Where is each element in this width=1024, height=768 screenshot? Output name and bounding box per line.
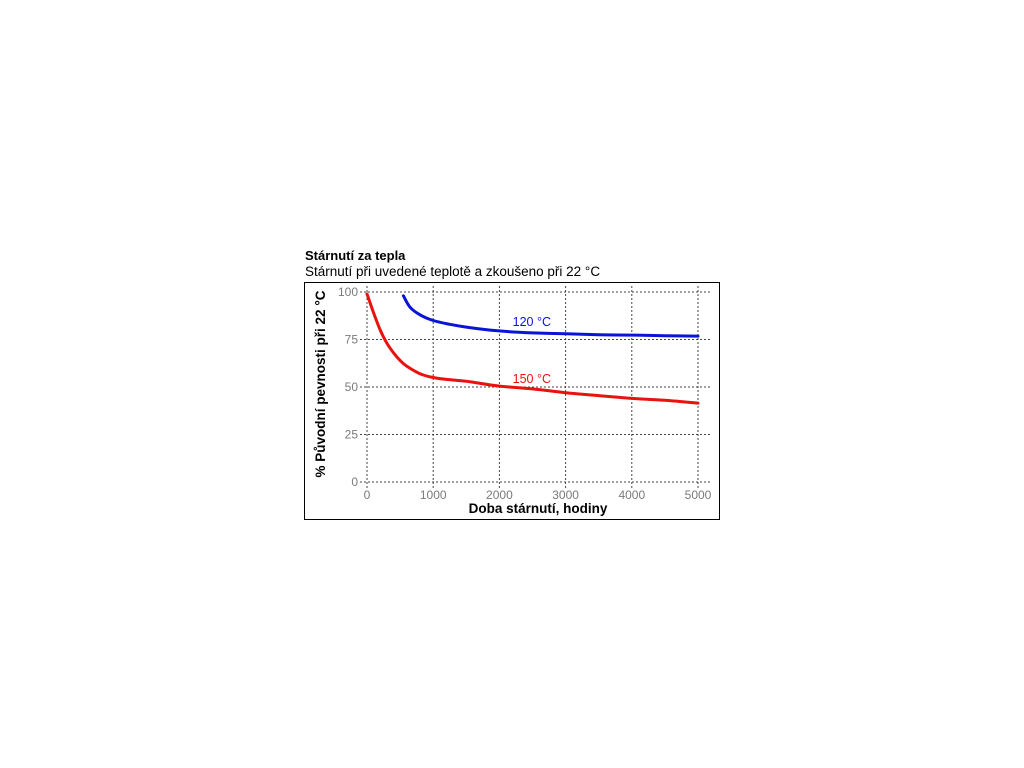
y-tick-label: 100 bbox=[338, 285, 358, 299]
y-tick-label: 25 bbox=[345, 428, 359, 442]
y-tick-label: 0 bbox=[351, 475, 358, 489]
series-lines: 120 °C 150 °C bbox=[365, 292, 700, 405]
y-tick-label: 75 bbox=[345, 333, 359, 347]
series-label: 120 °C bbox=[513, 315, 551, 329]
x-tick-label: 4000 bbox=[618, 488, 645, 502]
x-tick-label: 1000 bbox=[420, 488, 447, 502]
chart-frame bbox=[304, 282, 720, 520]
chart-subtitle: Stárnutí při uvedené teplotě a zkoušeno … bbox=[305, 264, 601, 279]
series-line bbox=[365, 292, 700, 405]
grid-lines bbox=[360, 286, 711, 489]
chart-title: Stárnutí za tepla bbox=[305, 248, 406, 263]
series-line bbox=[401, 294, 700, 338]
x-tick-label: 0 bbox=[364, 488, 371, 502]
x-tick-label: 2000 bbox=[486, 488, 513, 502]
y-axis-label: % Původní pevnosti při 22 °C bbox=[313, 290, 328, 477]
x-tick-label: 3000 bbox=[552, 488, 579, 502]
y-tick-label: 50 bbox=[345, 380, 359, 394]
x-axis-label: Doba stárnutí, hodiny bbox=[469, 501, 608, 516]
x-tick-label: 5000 bbox=[685, 488, 712, 502]
series-label: 150 °C bbox=[513, 372, 551, 386]
